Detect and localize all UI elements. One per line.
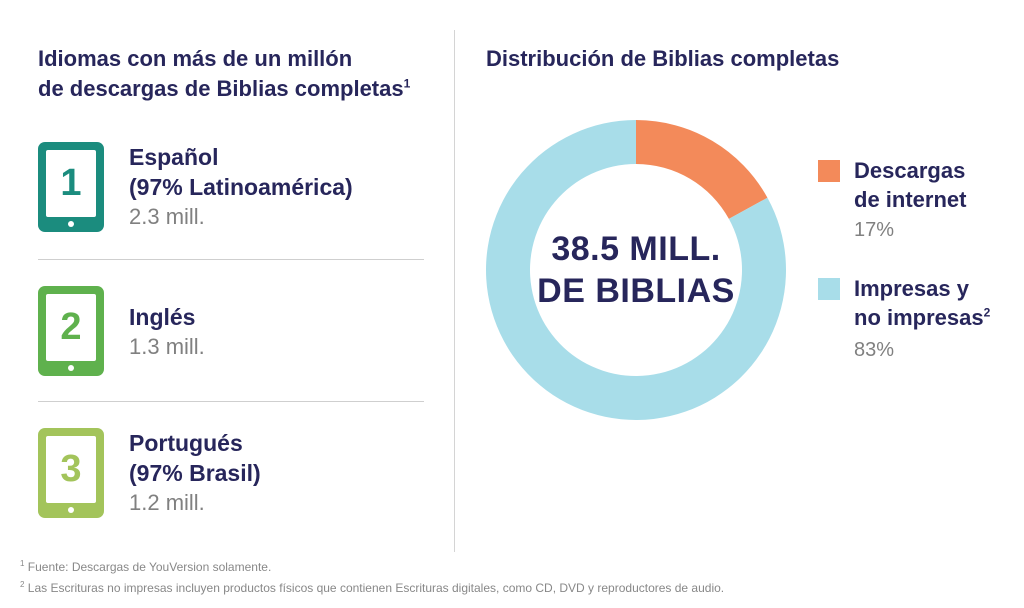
legend-label-line1: Impresas y — [854, 276, 969, 301]
legend-percent: 17% — [854, 219, 895, 241]
legend-label: Impresas y no impresas2 — [854, 274, 1024, 332]
legend-label-line2: no impresas — [854, 305, 984, 330]
language-downloads: 1.2 mill. — [129, 490, 205, 515]
donut-center-label: 38.5 MILL. DE BIBLIAS — [486, 228, 786, 312]
footnote-1: 1 Fuente: Descargas de YouVersion solame… — [20, 559, 1010, 575]
tablet-icon: 1 — [38, 142, 104, 232]
legend-swatch — [818, 278, 840, 300]
footnote-ref-2: 2 — [983, 305, 991, 320]
donut-slice-0 — [636, 120, 768, 219]
left-panel-title: Idiomas con más de un millón de descarga… — [38, 44, 448, 104]
legend-swatch — [818, 160, 840, 182]
footnote-text: Las Escrituras no impresas incluyen prod… — [27, 581, 725, 595]
language-item-spanish: 1 Español (97% Latinoamérica) 2.3 mill. — [38, 142, 428, 234]
language-name: Español — [129, 144, 219, 170]
language-region: (97% Brasil) — [129, 460, 261, 486]
rank-number: 2 — [60, 306, 82, 348]
language-item-portuguese: 3 Portugués (97% Brasil) 1.2 mill. — [38, 428, 428, 520]
legend-label: Descargas de internet — [854, 156, 1024, 214]
footnote-ref-1: 1 — [403, 76, 411, 91]
tablet-icon: 3 — [38, 428, 104, 518]
language-region: (97% Latinoamérica) — [129, 174, 353, 200]
donut-chart — [486, 120, 786, 420]
left-title-line2: de descargas de Biblias completas — [38, 76, 404, 101]
language-downloads: 2.3 mill. — [129, 204, 205, 229]
center-line1: 38.5 MILL. — [551, 230, 721, 268]
tablet-icon: 2 — [38, 286, 104, 376]
center-line2: DE BIBLIAS — [537, 272, 735, 310]
left-title-line1: Idiomas con más de un millón — [38, 46, 353, 71]
legend-percent: 83% — [854, 339, 895, 361]
rank-number: 1 — [60, 162, 82, 204]
footnote-2: 2 Las Escrituras no impresas incluyen pr… — [20, 580, 1010, 596]
chart-title: Distribución de Biblias completas — [486, 46, 840, 71]
footnote-text: Fuente: Descargas de YouVersion solament… — [27, 560, 272, 574]
footnote-marker: 1 — [20, 559, 25, 568]
language-downloads: 1.3 mill. — [129, 334, 205, 359]
language-name: Inglés — [129, 304, 196, 330]
rank-number: 3 — [60, 448, 82, 490]
legend-label-line2: de internet — [854, 187, 967, 212]
legend-label-line1: Descargas — [854, 158, 966, 183]
donut-slice-1 — [486, 120, 786, 420]
horizontal-divider — [38, 259, 424, 260]
footnote-marker: 2 — [20, 580, 25, 589]
language-item-english: 2 Inglés 1.3 mill. — [38, 286, 428, 378]
language-name: Portugués — [129, 430, 243, 456]
vertical-divider — [454, 30, 455, 552]
horizontal-divider — [38, 401, 424, 402]
